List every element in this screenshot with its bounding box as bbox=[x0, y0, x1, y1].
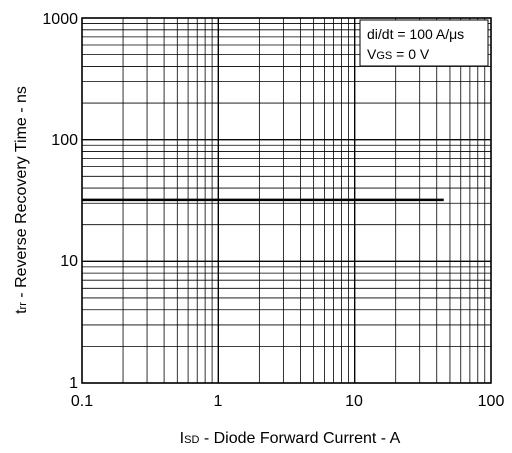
x-tick-label: 0.1 bbox=[71, 393, 93, 410]
y-tick-label: 1000 bbox=[42, 11, 78, 28]
annotation-vgs-main: V bbox=[367, 46, 377, 62]
x-axis-label-main: I bbox=[180, 430, 184, 447]
annotation-vgs-rest: = 0 V bbox=[392, 46, 430, 62]
annotation-line1: di/dt = 100 A/μs bbox=[367, 26, 464, 42]
x-tick-label: 100 bbox=[478, 393, 505, 410]
annotation-box bbox=[359, 19, 489, 67]
y-axis-label-main: t bbox=[13, 309, 30, 314]
y-tick-label: 10 bbox=[60, 253, 78, 270]
y-tick-label: 1 bbox=[69, 375, 78, 392]
x-tick-label: 1 bbox=[214, 393, 223, 410]
y-axis-label-sub: rr bbox=[17, 302, 29, 310]
x-axis-label-rest: - Diode Forward Current - A bbox=[199, 430, 400, 447]
annotation-vgs-sub: GS bbox=[376, 50, 392, 62]
x-axis-label: ISD - Diode Forward Current - A bbox=[180, 430, 401, 447]
x-axis-label-sub: SD bbox=[184, 434, 199, 446]
tick-labels: 0.1 1 10 100 1 10 100 1000 bbox=[42, 11, 504, 410]
y-axis-label: trr - Reverse Recovery Time - ns bbox=[13, 86, 30, 314]
y-tick-label: 100 bbox=[51, 132, 78, 149]
x-tick-label: 10 bbox=[345, 393, 363, 410]
annotation-line2: VGS = 0 V bbox=[367, 46, 430, 62]
y-axis-label-rest: - Reverse Recovery Time - ns bbox=[13, 86, 30, 302]
